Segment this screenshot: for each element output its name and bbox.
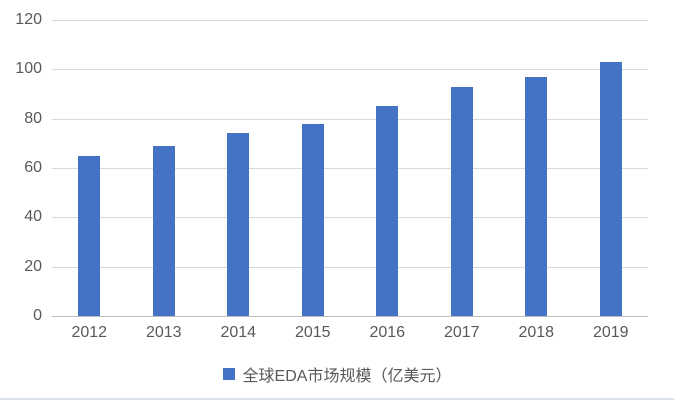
bar-2015 [301,123,324,316]
y-gridline [52,118,648,120]
y-gridline [52,266,648,268]
bar-slot [276,20,351,316]
y-axis-tick-label: 40 [24,208,42,226]
x-axis: 2012 2013 2014 2015 2016 2017 2018 2019 [52,324,648,342]
bar-slot [127,20,202,316]
bar-slot [350,20,425,316]
bar-2017 [450,86,473,316]
bottom-divider [0,398,674,400]
bar-2018 [525,76,548,316]
bar-2019 [599,61,622,316]
y-gridline [52,20,648,21]
y-axis-tick-label: 0 [33,307,42,324]
y-gridline [52,217,648,219]
x-axis-tick-label: 2015 [294,324,331,341]
bars-row [52,20,648,316]
y-axis-tick-label: 80 [24,109,42,127]
y-axis-tick-label: 60 [24,159,42,176]
plot-area [52,20,648,317]
x-axis-tick-label: 2016 [369,324,406,341]
bar-2012 [78,155,101,316]
x-axis-tick-label: 2018 [518,324,555,341]
bar-slot [201,20,276,316]
legend: 全球EDA市场规模（亿美元） [0,362,674,386]
bar-2016 [376,106,399,316]
y-axis: 0 20 40 60 80 100 120 [0,12,42,324]
x-axis-tick-label: 2017 [443,324,480,341]
legend-marker-square-icon [222,368,235,380]
x-axis-tick-label: 2019 [592,324,629,341]
bar-slot [52,20,127,316]
bar-slot [574,20,649,316]
y-axis-tick-label: 120 [15,11,42,28]
x-axis-tick-label: 2013 [145,324,182,341]
bar-slot [425,20,500,316]
x-axis-line [52,316,648,317]
bar-2014 [227,133,250,316]
y-gridline [52,69,648,71]
y-axis-tick-label: 20 [24,257,42,275]
y-gridline [52,168,648,169]
x-axis-tick-label: 2014 [220,324,257,341]
bar-slot [499,20,574,316]
x-axis-tick-label: 2012 [71,324,108,341]
bar-2013 [152,145,175,316]
legend-label: 全球EDA市场规模（亿美元） [242,368,452,385]
y-axis-tick-label: 100 [15,60,42,78]
